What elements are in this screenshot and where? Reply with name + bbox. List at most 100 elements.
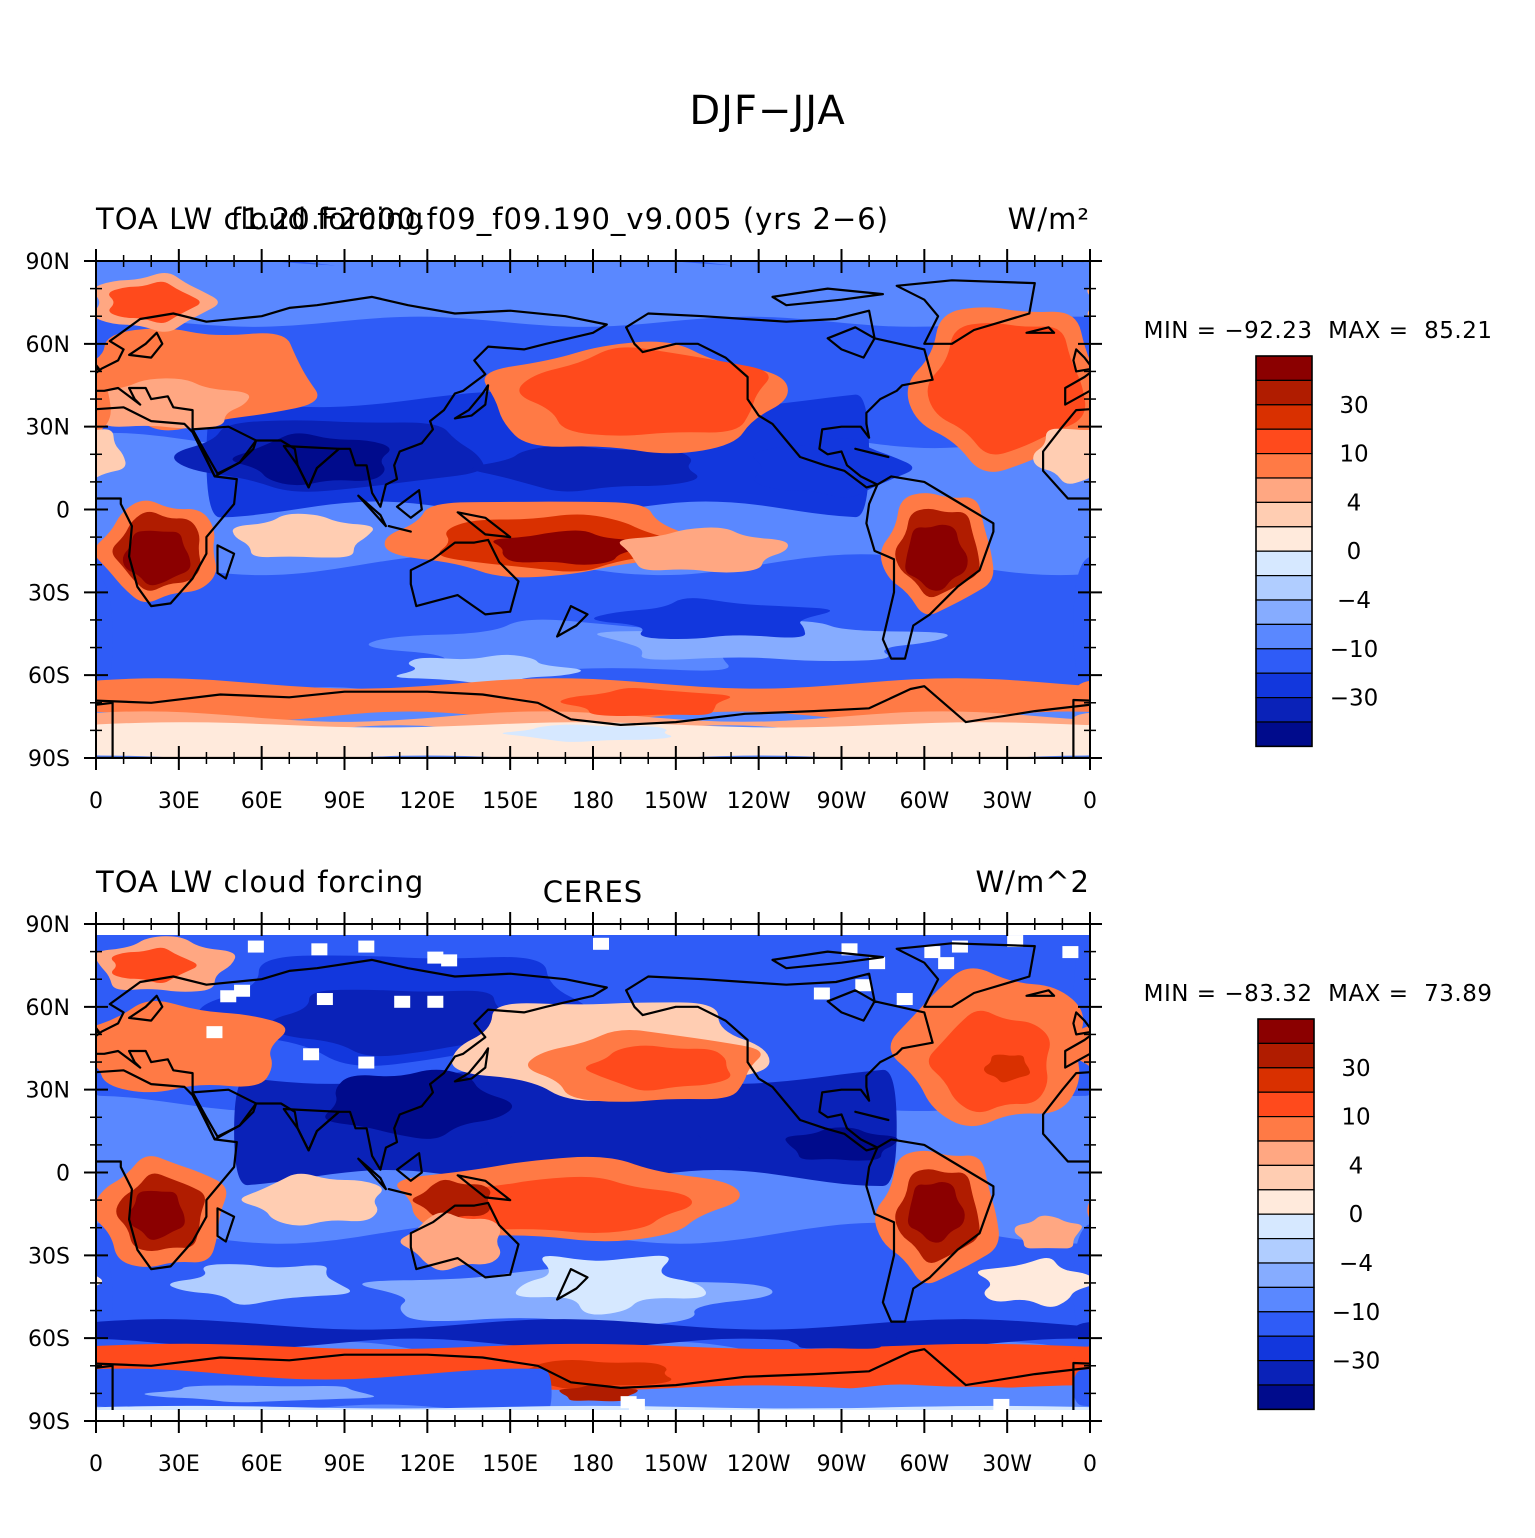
- contour-region: [1106, 948, 1130, 983]
- coastline: [456, 1174, 512, 1202]
- lat-label: 0: [56, 1162, 70, 1187]
- lon-label: 30W: [982, 1452, 1032, 1477]
- lon-label: 120E: [399, 789, 455, 814]
- missing-data: [316, 993, 333, 1006]
- coastline: [409, 538, 520, 616]
- colorbar-segment: [1255, 477, 1313, 503]
- contour-region: [472, 445, 698, 492]
- contour-region: [928, 1010, 1050, 1113]
- contour-region: [96, 574, 113, 700]
- contour-region: [96, 1405, 1090, 1410]
- colorbar-label: −4: [1337, 588, 1371, 614]
- missing-data: [303, 1048, 320, 1061]
- colorbar-segment: [1255, 599, 1313, 625]
- colorbar-label: 30: [1339, 393, 1368, 419]
- lon-label: 150E: [482, 789, 538, 814]
- contour-region: [1117, 531, 1130, 585]
- colorbar-segment: [1255, 355, 1313, 381]
- missing-data: [993, 1398, 1010, 1410]
- contour-region: [785, 1127, 898, 1161]
- contour-region: [1106, 512, 1130, 591]
- contour-region: [443, 1176, 692, 1234]
- contour-region: [1088, 953, 1090, 960]
- missing-data: [247, 940, 264, 953]
- coastline: [556, 1268, 589, 1301]
- lat-label: 60N: [26, 996, 70, 1021]
- contour-region: [951, 683, 1090, 712]
- lon-label: 120E: [399, 1452, 455, 1477]
- lon-label: 90W: [817, 789, 867, 814]
- colorbar-segment: [1257, 1238, 1315, 1264]
- coastline: [1025, 326, 1056, 334]
- contour-region: [241, 1173, 382, 1226]
- colorbar-segment: [1255, 501, 1313, 528]
- colorbar-segment: [1257, 1286, 1315, 1313]
- missing-data: [896, 993, 913, 1006]
- lon-label: 60E: [241, 1452, 283, 1477]
- coastline: [387, 525, 412, 533]
- colorbar-segment: [1255, 697, 1313, 723]
- panel-center-title: f1.20.F2000.f09_f09.190_v9.005 (yrs 2−6): [231, 202, 889, 236]
- coastline: [191, 1088, 258, 1141]
- colorbar-segment: [1255, 428, 1313, 455]
- coastline: [191, 425, 258, 478]
- coastline: [128, 331, 164, 359]
- colorbar-segment: [1257, 1042, 1315, 1069]
- coastlines: [96, 942, 1090, 1410]
- coastline: [865, 475, 995, 660]
- contour-region: [493, 530, 640, 565]
- contour-region: [128, 1190, 185, 1240]
- coastline: [625, 309, 934, 489]
- missing-data: [427, 951, 444, 964]
- contour-region: [270, 989, 530, 1057]
- max-value: MAX = 73.89: [1328, 981, 1493, 1007]
- contour-region: [170, 1264, 351, 1305]
- coastline: [556, 605, 589, 638]
- coastline: [216, 1207, 236, 1243]
- missing-data: [441, 954, 458, 967]
- colorbar-segment: [1255, 648, 1313, 674]
- coastline: [771, 287, 884, 307]
- colorbar-segment: [1257, 1091, 1315, 1118]
- lon-label: 30E: [158, 789, 200, 814]
- colorbar-segment: [1255, 526, 1313, 552]
- coastline: [216, 544, 236, 580]
- colorbar-model: 30 10 4 0 −4 −10 −30: [1255, 355, 1378, 748]
- contour-region: [594, 598, 831, 640]
- colorbar-segment: [1255, 721, 1313, 747]
- colorbar-segment: [1257, 1018, 1315, 1044]
- coastline: [456, 511, 512, 539]
- missing-data: [220, 990, 237, 1003]
- coastline: [453, 384, 490, 420]
- coastline: [854, 1110, 890, 1122]
- contour-region: [96, 686, 113, 712]
- missing-data: [924, 946, 941, 959]
- contour-region: [907, 1182, 965, 1243]
- lat-label: 30N: [26, 416, 70, 441]
- colorbar-label: 10: [1339, 442, 1368, 468]
- lat-label: 30S: [28, 1244, 70, 1269]
- contour-region: [396, 654, 581, 686]
- colorbar-label: 0: [1347, 539, 1362, 565]
- contour-region: [785, 1332, 898, 1349]
- colorbar-segment: [1255, 550, 1313, 577]
- contour-region: [96, 1407, 110, 1410]
- contour-region: [109, 281, 200, 323]
- figure-title: DJF−JJA: [689, 88, 846, 134]
- missing-data: [593, 937, 609, 950]
- coastline: [282, 1107, 341, 1152]
- colorbar-frame: [1257, 1018, 1315, 1411]
- contour-region: [585, 1045, 731, 1091]
- contour-region: [232, 513, 373, 558]
- coastline: [409, 1201, 520, 1279]
- lat-label: 30N: [26, 1079, 70, 1104]
- colorbar-segment: [1257, 1262, 1315, 1288]
- coastline: [865, 1138, 995, 1323]
- contour-region: [1073, 724, 1090, 756]
- lon-label: 30W: [982, 789, 1032, 814]
- contour-region: [412, 1179, 491, 1221]
- coastline: [395, 1152, 423, 1182]
- contour-region: [560, 687, 731, 716]
- missing-data: [311, 943, 328, 956]
- contour-region: [1076, 1407, 1090, 1410]
